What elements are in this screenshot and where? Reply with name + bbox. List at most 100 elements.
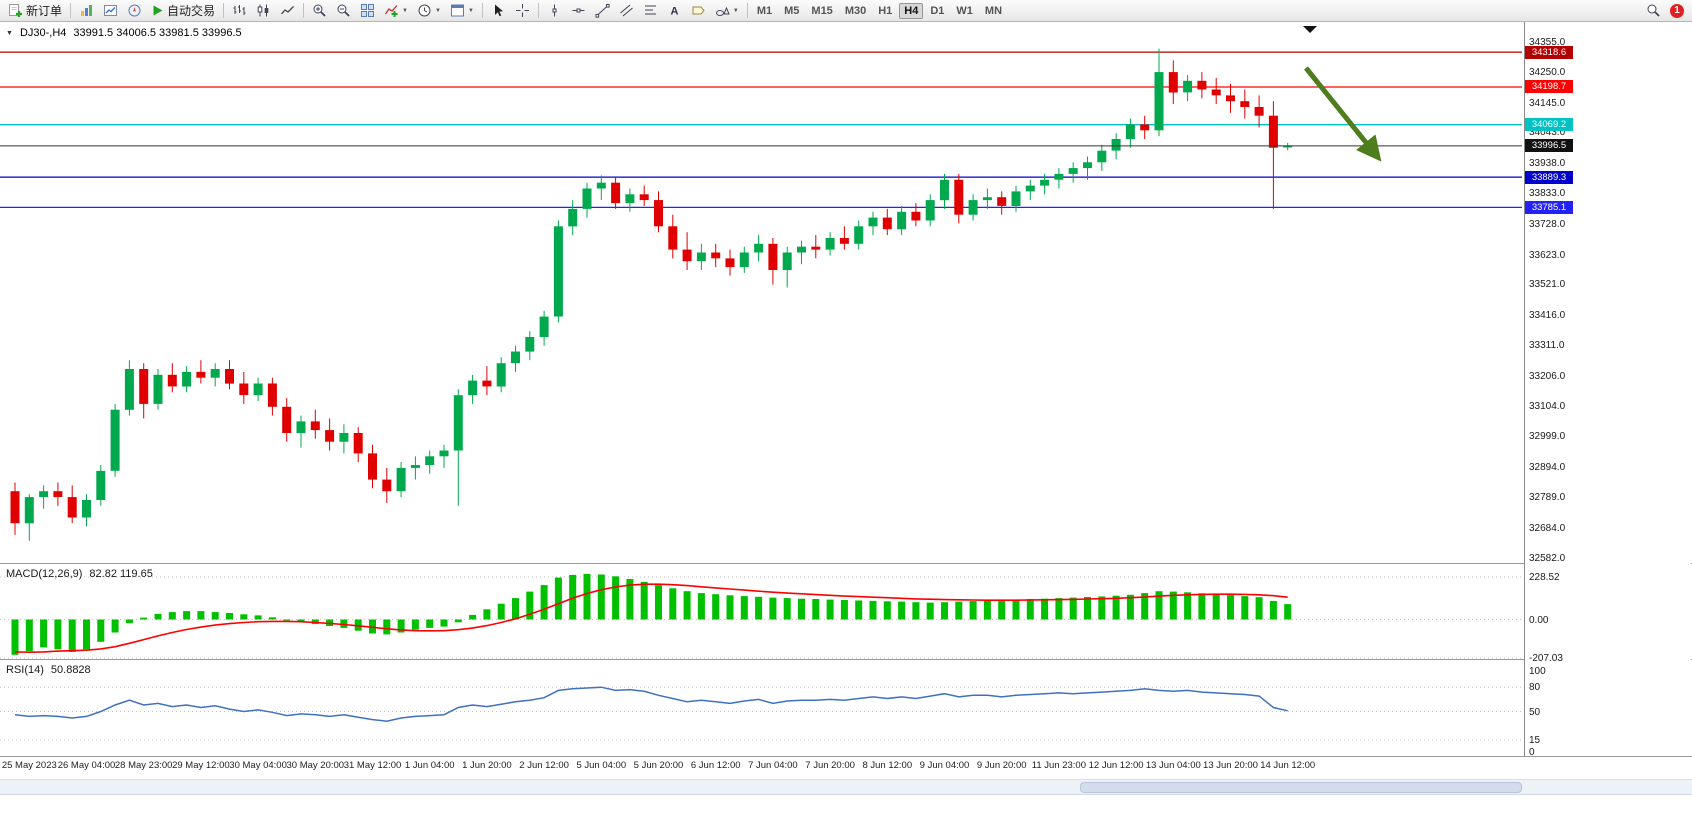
rsi-canvas[interactable]: [0, 660, 1524, 756]
time-axis-label: 14 Jun 12:00: [1260, 760, 1316, 771]
templates-button[interactable]: ▼: [446, 1, 478, 20]
search-button[interactable]: [1642, 1, 1665, 20]
rsi-axis-tick: 80: [1529, 682, 1541, 694]
rsi-axis-tick: 50: [1529, 706, 1541, 718]
label-tool-button[interactable]: [687, 1, 710, 20]
timeframe-d1-button[interactable]: D1: [925, 3, 949, 19]
price-chart-canvas[interactable]: [0, 22, 1524, 564]
time-axis-label: 12 Jun 12:00: [1088, 760, 1144, 771]
price-axis[interactable]: 34355.0 34250.0 34145.0 34043.0 33938.0 33833…: [1524, 22, 1691, 774]
time-axis[interactable]: 25 May 2023 26 May 04:00 28 May 23:00 29 Ma…: [0, 756, 1692, 774]
timeframe-h4-button[interactable]: H4: [899, 2, 924, 19]
line-chart-type-button[interactable]: [276, 1, 299, 20]
timeframe-m30-button[interactable]: M30: [840, 3, 871, 19]
chart-shift-marker: [1303, 26, 1317, 33]
tile-windows-button[interactable]: [356, 1, 379, 20]
new-order-button[interactable]: 新订单: [4, 1, 66, 20]
toolbar-separator: [303, 3, 305, 18]
horizontal-line-tool-button[interactable]: [567, 1, 590, 20]
macd-canvas[interactable]: [0, 564, 1524, 660]
price-line-badge-33889.3: 33889.3: [1525, 170, 1573, 184]
macd-axis-tick: 0.00: [1529, 614, 1549, 626]
timeframe-m1-button[interactable]: M1: [752, 3, 777, 19]
text-tool-button[interactable]: A: [663, 1, 686, 20]
shapes-tool-button[interactable]: ▼: [711, 1, 743, 20]
time-axis-label: 31 May 12:00: [343, 760, 402, 771]
horizontal-line-icon: [572, 8, 585, 13]
scrollbar-thumb[interactable]: [1080, 782, 1522, 793]
crosshair-icon: [515, 4, 529, 17]
main-chart-panel[interactable]: ▼ DJ30-,H4 33991.5 34006.5 33981.5 33996…: [0, 22, 1524, 564]
navigator-button[interactable]: [123, 1, 146, 20]
price-axis-tick: 34355.0: [1529, 36, 1566, 48]
rsi-indicator-panel[interactable]: RSI(14) 50.8828: [0, 660, 1524, 756]
candlestick-icon: [257, 4, 269, 17]
price-axis-tick: 33623.0: [1529, 249, 1566, 261]
search-icon: [1647, 4, 1660, 17]
label-tag-icon: [692, 6, 705, 15]
fibonacci-icon: [644, 5, 656, 15]
candles-chart-type-button[interactable]: [252, 1, 275, 20]
indicators-icon: [384, 5, 398, 17]
cursor-arrow-icon: [494, 4, 503, 17]
time-axis-label: 11 Jun 23:00: [1031, 760, 1086, 771]
price-axis-tick: 33416.0: [1529, 309, 1566, 321]
price-axis-tick: 33521.0: [1529, 279, 1566, 291]
shapes-icon: [715, 6, 730, 16]
time-axis-label: 26 May 04:00: [57, 760, 116, 771]
time-axis-label: 30 May 04:00: [229, 760, 287, 771]
time-axis-label: 2 Jun 12:00: [519, 760, 569, 771]
trendline-tool-button[interactable]: [591, 1, 614, 20]
time-axis-label: 5 Jun 04:00: [576, 760, 627, 771]
toolbar-separator: [70, 3, 72, 18]
ohlc-values: 33991.5 34006.5 33981.5 33996.5: [73, 27, 242, 39]
svg-text:A: A: [670, 6, 678, 18]
toolbar-separator: [746, 3, 748, 18]
trend-arrow[interactable]: [1304, 66, 1382, 162]
timeframe-w1-button[interactable]: W1: [951, 3, 978, 19]
text-icon: A: [670, 6, 678, 18]
charts-button[interactable]: [75, 1, 98, 20]
price-axis-tick: 33938.0: [1529, 157, 1566, 169]
time-axis-label: 13 Jun 04:00: [1145, 760, 1201, 771]
channel-tool-button[interactable]: [615, 1, 638, 20]
price-axis-tick: 33206.0: [1529, 370, 1566, 382]
vertical-line-icon: [552, 4, 557, 17]
indicators-button[interactable]: ▼: [380, 1, 412, 20]
price-line-badge-33996.5: 33996.5: [1525, 139, 1573, 153]
autotrading-label: 自动交易: [167, 4, 216, 18]
template-icon: [450, 4, 464, 17]
panel-separator[interactable]: [0, 563, 1692, 564]
price-axis-tick: 32894.0: [1529, 461, 1566, 473]
notifications-button[interactable]: 1: [1666, 1, 1688, 20]
cursor-button[interactable]: [487, 1, 510, 20]
timeframe-h1-button[interactable]: H1: [873, 3, 897, 19]
periods-button[interactable]: ▼: [413, 1, 445, 20]
vertical-line-tool-button[interactable]: [543, 1, 566, 20]
time-axis-label: 9 Jun 04:00: [919, 760, 970, 771]
timeframe-mn-button[interactable]: MN: [980, 3, 1007, 19]
autotrading-button[interactable]: 自动交易: [147, 1, 219, 20]
price-axis-tick: 33833.0: [1529, 188, 1566, 200]
zoom-out-button[interactable]: [332, 1, 355, 20]
price-axis-tick: 34250.0: [1529, 67, 1566, 79]
price-line-badge-34069.2: 34069.2: [1525, 118, 1573, 132]
market-watch-button[interactable]: [99, 1, 122, 20]
chevron-down-icon: ▼: [467, 7, 474, 14]
timeframe-m15-button[interactable]: M15: [806, 3, 837, 19]
rsi-line: [14, 686, 1288, 722]
chevron-down-icon: ▼: [732, 7, 739, 14]
zoom-in-button[interactable]: [308, 1, 331, 20]
time-axis-label: 5 Jun 20:00: [633, 760, 684, 771]
fibonacci-tool-button[interactable]: [639, 1, 662, 20]
panel-separator[interactable]: [0, 659, 1692, 660]
bars-chart-type-button[interactable]: [228, 1, 251, 20]
timeframe-m5-button[interactable]: M5: [779, 3, 804, 19]
time-axis-label: 1 Jun 20:00: [462, 760, 512, 771]
macd-indicator-panel[interactable]: MACD(12,26,9) 82.82 119.65: [0, 564, 1524, 660]
collapse-caret-icon[interactable]: ▼: [6, 29, 13, 37]
crosshair-button[interactable]: [511, 1, 534, 20]
toolbar-separator: [223, 3, 225, 18]
horizontal-scrollbar[interactable]: [0, 779, 1692, 795]
price-axis-tick: 32999.0: [1529, 431, 1566, 443]
